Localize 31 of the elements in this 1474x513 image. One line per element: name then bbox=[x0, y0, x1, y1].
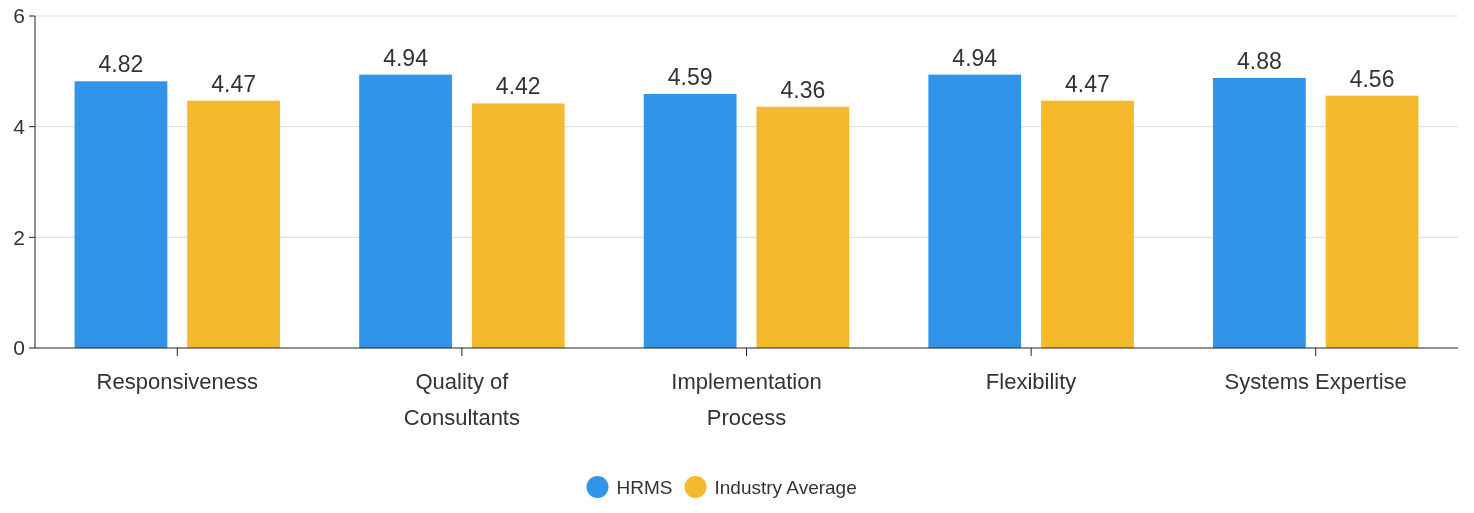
y-tick-label: 4 bbox=[13, 115, 26, 139]
bar bbox=[187, 100, 281, 348]
x-tick-label: Quality of Consultants bbox=[403, 369, 520, 430]
data-label: 4.59 bbox=[667, 64, 713, 91]
bar bbox=[1212, 77, 1306, 348]
bar bbox=[756, 106, 850, 348]
data-label: 4.36 bbox=[780, 76, 826, 103]
legend-label: HRMS bbox=[616, 476, 673, 498]
data-label: 4.47 bbox=[211, 70, 257, 97]
data-label: 4.82 bbox=[98, 51, 144, 78]
legend-label: Industry Average bbox=[714, 476, 857, 498]
bar bbox=[643, 94, 737, 348]
x-tick-label: Responsiveness bbox=[96, 369, 259, 394]
y-tick-label: 6 bbox=[13, 4, 25, 28]
bar bbox=[74, 81, 168, 348]
data-label: 4.42 bbox=[495, 73, 541, 100]
bar bbox=[928, 74, 1022, 348]
data-label: 4.94 bbox=[383, 44, 429, 71]
bar bbox=[471, 103, 565, 348]
bar bbox=[359, 74, 452, 348]
x-tick-label: Implementation Process bbox=[671, 369, 822, 430]
bar bbox=[1325, 95, 1419, 348]
y-tick-label: 0 bbox=[13, 336, 25, 360]
data-label: 4.47 bbox=[1065, 70, 1110, 97]
data-label: 4.88 bbox=[1236, 47, 1282, 74]
x-tick-label: Systems Expertise bbox=[1224, 369, 1407, 394]
bar bbox=[1041, 100, 1134, 348]
data-label: 4.94 bbox=[952, 44, 998, 71]
x-tick-label: Flexibility bbox=[985, 369, 1077, 394]
data-label: 4.56 bbox=[1349, 65, 1395, 92]
y-tick-label: 2 bbox=[13, 225, 25, 249]
